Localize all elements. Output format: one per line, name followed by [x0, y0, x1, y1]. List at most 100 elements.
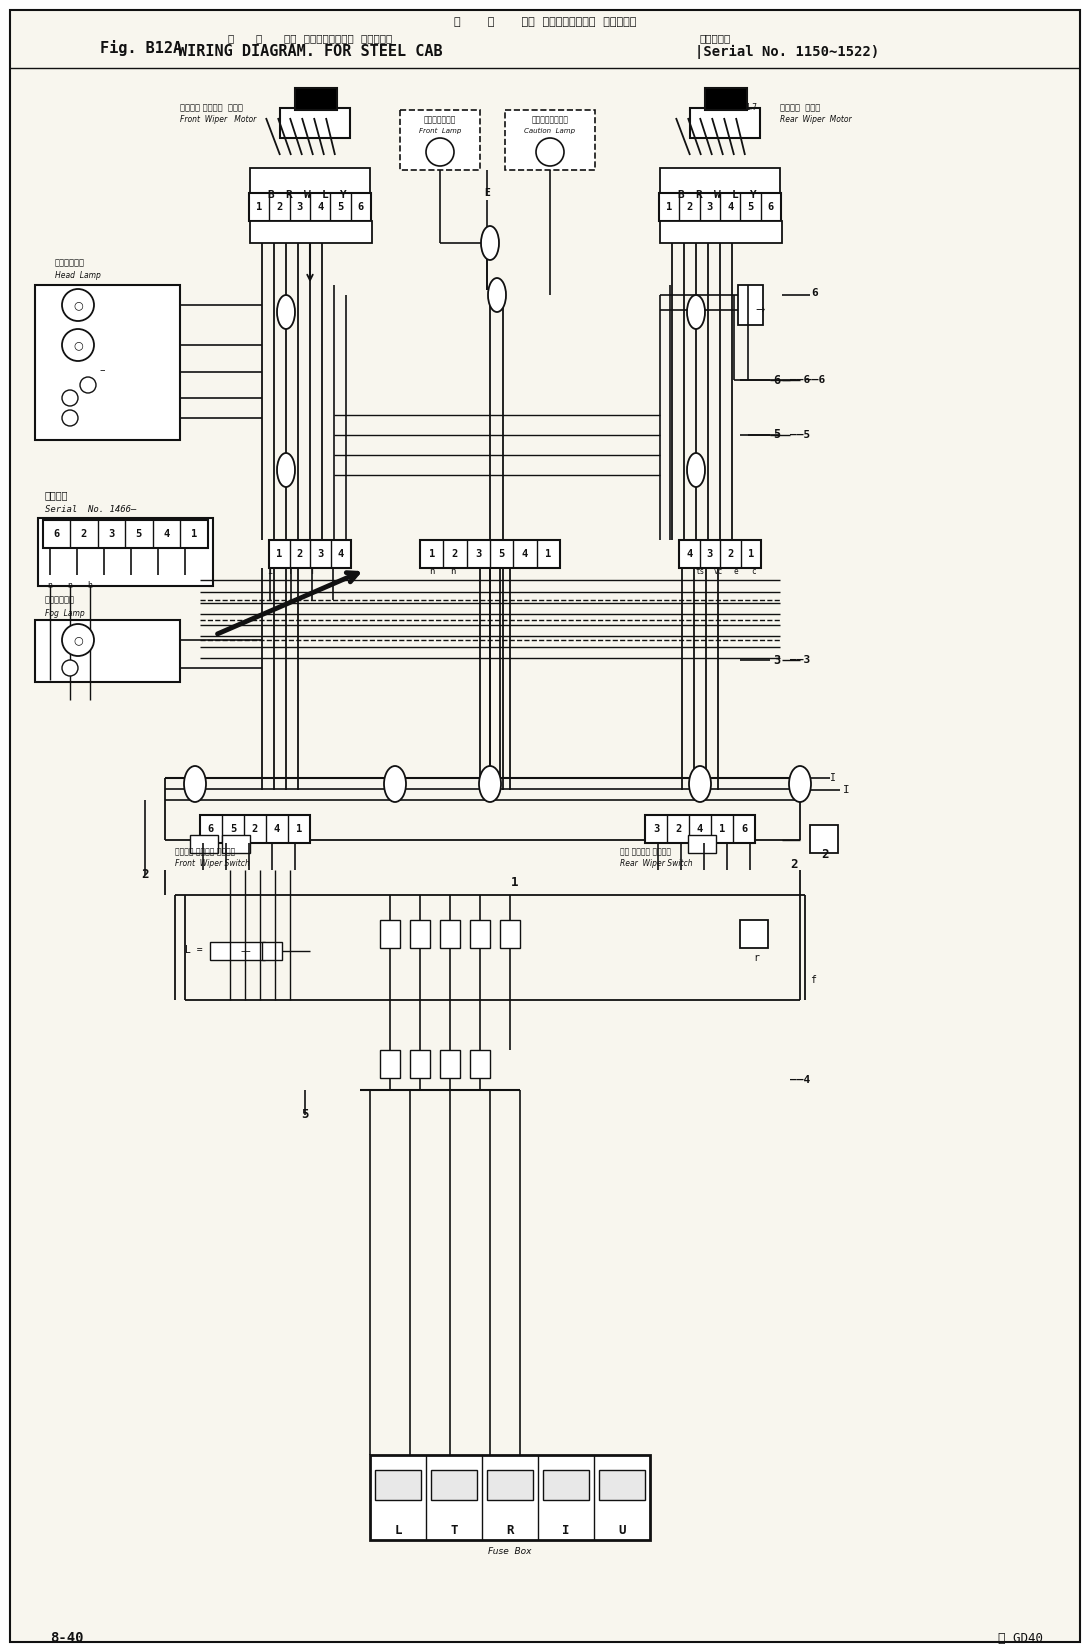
Bar — [688, 834, 716, 852]
Text: 5: 5 — [498, 548, 505, 558]
Text: ワイパー  モータ: ワイパー モータ — [780, 104, 821, 112]
Bar — [543, 1470, 589, 1500]
Text: Fuse  Box: Fuse Box — [488, 1548, 532, 1556]
Bar — [440, 1051, 460, 1079]
Text: 2: 2 — [452, 548, 458, 558]
Bar — [679, 540, 761, 568]
Text: Fog  Lamp: Fog Lamp — [45, 608, 85, 618]
Text: ○: ○ — [73, 634, 83, 644]
Text: Y: Y — [340, 190, 347, 200]
Bar — [705, 88, 747, 111]
Text: L: L — [395, 1523, 402, 1536]
Text: 5: 5 — [301, 1108, 308, 1122]
Text: 2: 2 — [81, 529, 87, 539]
Text: 3: 3 — [317, 548, 324, 558]
Text: I: I — [267, 568, 272, 577]
Circle shape — [80, 377, 96, 393]
Text: n: n — [48, 582, 52, 590]
Text: 1: 1 — [191, 529, 197, 539]
Text: 1: 1 — [748, 548, 754, 558]
Text: Fig. B12A: Fig. B12A — [100, 40, 182, 56]
Bar — [43, 520, 207, 548]
Bar — [250, 221, 372, 243]
Text: –: – — [99, 365, 105, 375]
Text: 4: 4 — [697, 824, 703, 834]
Text: ——3: ——3 — [790, 654, 810, 666]
Text: 6: 6 — [812, 287, 819, 297]
Text: 4: 4 — [338, 548, 343, 558]
Text: I: I — [843, 785, 850, 795]
Text: 2: 2 — [277, 202, 282, 211]
Text: 2: 2 — [687, 202, 692, 211]
Text: 5: 5 — [773, 428, 780, 441]
Text: Y: Y — [750, 190, 756, 200]
Text: h: h — [429, 568, 435, 577]
Text: Front  Wiper   Motor: Front Wiper Motor — [180, 116, 256, 124]
Bar — [250, 169, 370, 193]
Text: L: L — [322, 190, 328, 200]
Ellipse shape — [687, 453, 705, 487]
Text: L =: L = — [185, 945, 203, 955]
Text: 4: 4 — [522, 548, 529, 558]
Text: 6: 6 — [208, 824, 214, 834]
Bar — [116, 634, 133, 646]
Text: 4: 4 — [274, 824, 280, 834]
Text: 1: 1 — [276, 548, 282, 558]
Bar — [400, 111, 480, 170]
Text: 2: 2 — [727, 548, 734, 558]
Text: R: R — [506, 1523, 513, 1536]
Text: フロント ワイパー  モータ: フロント ワイパー モータ — [180, 104, 243, 112]
Text: I: I — [562, 1523, 570, 1536]
Bar — [370, 1455, 650, 1540]
Text: n: n — [450, 568, 456, 577]
Bar — [262, 942, 282, 960]
Text: vc: vc — [713, 568, 723, 577]
Text: 配      線      図．  スチールキャブ用  （適用番号: 配 線 図． スチールキャブ用 （適用番号 — [228, 33, 392, 43]
Text: 1: 1 — [295, 824, 302, 834]
Text: 3: 3 — [475, 548, 482, 558]
Bar — [661, 169, 780, 193]
Bar — [269, 540, 351, 568]
Bar — [295, 88, 337, 111]
Ellipse shape — [789, 767, 811, 801]
Text: フォグランプ: フォグランプ — [45, 595, 75, 605]
Bar — [420, 540, 560, 568]
Text: 3: 3 — [706, 202, 713, 211]
Text: ○: ○ — [73, 301, 83, 311]
Text: 3: 3 — [773, 654, 780, 666]
Text: Head  Lamp: Head Lamp — [54, 271, 101, 281]
Text: e: e — [734, 568, 738, 577]
Text: |Serial No. 1150~1522): |Serial No. 1150~1522) — [695, 45, 880, 59]
Text: Serial  No. 1466–: Serial No. 1466– — [45, 504, 136, 514]
Bar — [470, 1051, 491, 1079]
Text: 4: 4 — [317, 202, 324, 211]
Text: 3: 3 — [296, 202, 303, 211]
Text: W: W — [714, 190, 720, 200]
Text: ts: ts — [695, 568, 704, 577]
Text: 2: 2 — [675, 824, 681, 834]
Text: 3: 3 — [108, 529, 114, 539]
Text: →: → — [755, 306, 765, 316]
Bar — [410, 920, 429, 948]
Ellipse shape — [687, 296, 705, 329]
Ellipse shape — [277, 296, 295, 329]
Bar — [35, 620, 180, 682]
Circle shape — [62, 661, 78, 676]
Bar — [199, 814, 310, 843]
Text: 2: 2 — [142, 869, 148, 882]
Circle shape — [62, 624, 94, 656]
Text: ○: ○ — [73, 340, 83, 350]
Text: リア ワイパー スイッチ: リア ワイパー スイッチ — [620, 847, 671, 856]
Ellipse shape — [277, 453, 295, 487]
Text: 6: 6 — [358, 202, 364, 211]
Bar — [740, 920, 768, 948]
Bar — [690, 107, 760, 139]
Text: 4: 4 — [686, 548, 692, 558]
Text: 4: 4 — [727, 202, 734, 211]
Text: h: h — [87, 582, 93, 590]
Bar — [431, 1470, 477, 1500]
Bar — [375, 1470, 421, 1500]
Ellipse shape — [488, 278, 506, 312]
Text: I: I — [831, 773, 836, 783]
Text: 5: 5 — [338, 202, 343, 211]
